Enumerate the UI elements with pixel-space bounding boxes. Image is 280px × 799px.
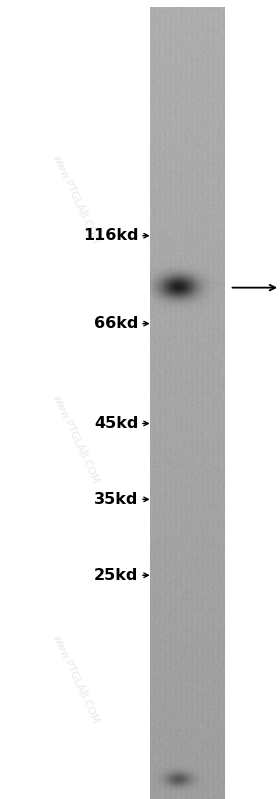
Text: 35kd: 35kd bbox=[94, 492, 139, 507]
Text: 45kd: 45kd bbox=[94, 416, 139, 431]
Text: 66kd: 66kd bbox=[94, 316, 139, 331]
Text: www.PTGLAB.COM: www.PTGLAB.COM bbox=[51, 394, 101, 485]
Text: 116kd: 116kd bbox=[83, 229, 139, 243]
Text: 25kd: 25kd bbox=[94, 568, 139, 582]
Text: www.PTGLAB.COM: www.PTGLAB.COM bbox=[51, 154, 101, 245]
Text: www.PTGLAB.COM: www.PTGLAB.COM bbox=[51, 634, 101, 725]
